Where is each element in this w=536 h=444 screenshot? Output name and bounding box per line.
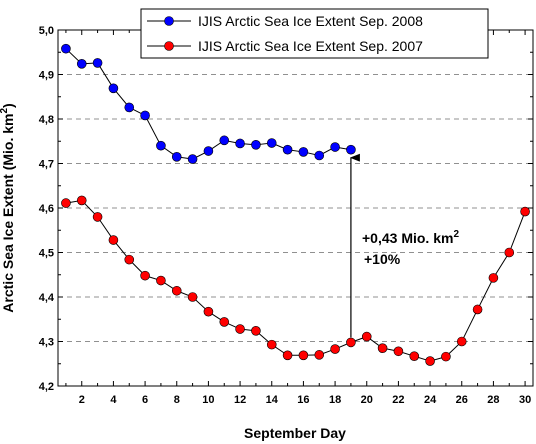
data-point <box>156 275 166 286</box>
y-tick-label: 4,4 <box>39 292 55 304</box>
data-point <box>298 350 309 361</box>
x-tick-label: 28 <box>487 394 499 406</box>
data-point <box>266 339 277 350</box>
x-tick-label: 6 <box>142 394 148 406</box>
series-line-1 <box>65 199 526 362</box>
y-tick-label: 4,2 <box>39 381 54 393</box>
x-tick-label: 22 <box>392 394 404 406</box>
legend-marker-2007 <box>164 41 174 51</box>
x-tick-label: 30 <box>519 394 531 406</box>
data-point <box>92 58 103 68</box>
legend-marker-2008 <box>164 16 174 26</box>
data-point <box>235 324 245 334</box>
annotation-line-1: +0,43 Mio. km2 <box>362 229 459 246</box>
y-tick-label: 4,6 <box>39 203 54 215</box>
x-tick-label: 26 <box>456 394 468 406</box>
x-axis-title: September Day <box>244 425 346 441</box>
legend: IJIS Arctic Sea Ice Extent Sep. 2008 IJI… <box>140 8 489 59</box>
data-point <box>171 152 182 162</box>
data-point <box>92 212 103 222</box>
data-point <box>156 140 166 151</box>
y-tick-label: 4,9 <box>39 70 54 82</box>
annotation: +0,43 Mio. km2 +10% <box>349 153 459 338</box>
x-tick-label: 2 <box>79 394 85 406</box>
x-tick-label: 4 <box>110 394 117 406</box>
x-tick-label: 20 <box>361 394 373 406</box>
data-point <box>361 331 372 342</box>
grid <box>58 74 533 342</box>
data-point <box>520 206 530 217</box>
data-point <box>314 350 325 360</box>
data-point <box>108 235 119 245</box>
series-line-0 <box>65 48 351 160</box>
x-tick-label: 14 <box>266 394 279 406</box>
y-tick-label: 4,8 <box>39 114 54 126</box>
data-point <box>282 350 293 361</box>
data-point <box>187 154 198 164</box>
data-point <box>140 110 150 121</box>
data-point <box>504 247 515 258</box>
data-point <box>346 337 356 348</box>
x-tick-label: 12 <box>234 394 246 406</box>
data-point <box>171 285 182 296</box>
y-tick-label: 4,7 <box>39 159 54 171</box>
legend-label-2007: IJIS Arctic Sea Ice Extent Sep. 2007 <box>198 38 423 54</box>
data-point <box>219 135 230 146</box>
x-tick-label: 10 <box>202 394 214 406</box>
x-tick-label: 16 <box>297 394 309 406</box>
data-point <box>219 317 230 327</box>
data-point <box>409 351 420 361</box>
y-tick-label: 4,3 <box>39 337 54 349</box>
data-point <box>203 306 214 317</box>
data-point <box>251 140 261 150</box>
data-point <box>124 102 135 113</box>
x-tick-label: 24 <box>424 394 437 406</box>
data-point <box>187 292 198 302</box>
data-point <box>76 195 87 206</box>
data-point <box>330 142 340 152</box>
data-point <box>441 351 451 362</box>
data-point <box>425 356 435 366</box>
data-point <box>140 270 150 281</box>
legend-label-2008: IJIS Arctic Sea Ice Extent Sep. 2008 <box>198 13 423 29</box>
data-point <box>124 254 135 265</box>
y-tick-label: 4,5 <box>39 248 54 260</box>
series-layer <box>61 43 530 366</box>
x-tick-label: 8 <box>174 394 180 406</box>
data-point <box>377 343 388 353</box>
data-point <box>330 344 340 354</box>
data-point <box>314 150 325 161</box>
data-point <box>203 146 214 156</box>
data-point <box>61 43 71 54</box>
annotation-line-2: +10% <box>364 251 401 267</box>
data-point <box>76 59 87 69</box>
x-tick-label: 18 <box>329 394 341 406</box>
data-point <box>456 336 467 347</box>
y-tick-label: 5,0 <box>39 25 54 37</box>
data-point <box>266 138 277 148</box>
y-axis-title: Arctic Sea Ice Extent (Mio. km2) <box>0 103 16 312</box>
data-point <box>108 83 119 94</box>
data-point <box>235 138 245 149</box>
data-point <box>472 304 483 315</box>
axes: 4,24,34,44,54,64,74,84,95,02 4 6 8 10 12 14 16 1… <box>39 25 534 406</box>
data-point <box>298 147 309 157</box>
data-point <box>61 198 71 208</box>
data-point <box>393 346 404 357</box>
data-point <box>282 144 293 155</box>
data-point <box>251 326 261 336</box>
data-point <box>346 144 356 155</box>
data-point <box>488 273 499 283</box>
